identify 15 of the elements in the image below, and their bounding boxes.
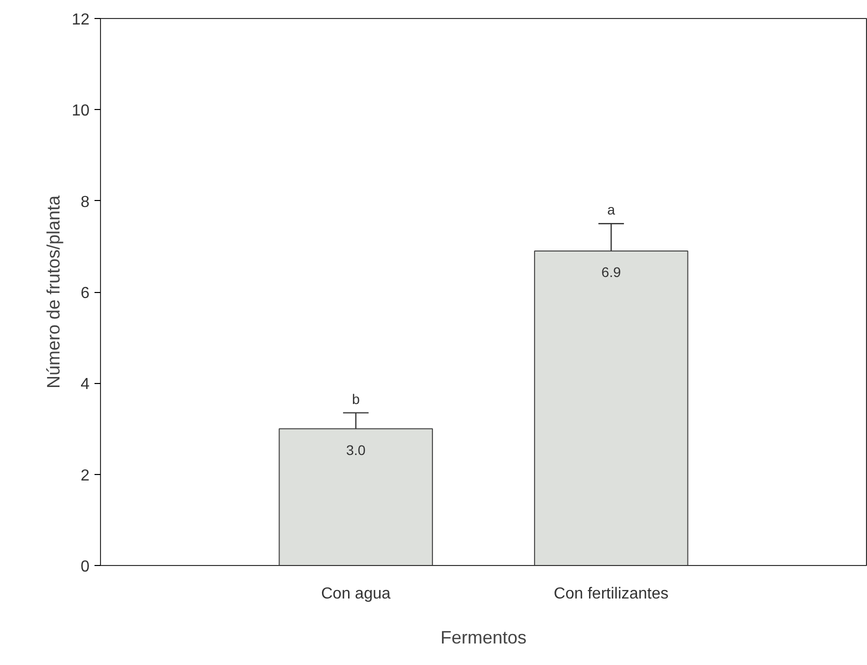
data-label: 6.9 bbox=[601, 264, 622, 280]
y-tick-label: 12 bbox=[72, 12, 90, 28]
annotation: a bbox=[607, 202, 616, 218]
x-tick-label: Con agua bbox=[321, 586, 391, 602]
y-tick-label: 0 bbox=[80, 558, 90, 576]
y-tick-label: 2 bbox=[80, 467, 90, 484]
y-axis-title: Número de frutos/planta bbox=[44, 194, 64, 389]
y-tick-label: 10 bbox=[72, 102, 90, 120]
x-axis-title: Fermentos bbox=[440, 628, 527, 648]
data-label: 3.0 bbox=[346, 442, 366, 458]
x-tick-label: Con fertilizantes bbox=[554, 586, 669, 602]
annotation: b bbox=[352, 390, 360, 407]
y-tick-label: 6 bbox=[80, 285, 90, 302]
y-tick-label: 8 bbox=[80, 194, 90, 211]
y-tick-label: 4 bbox=[80, 376, 90, 394]
